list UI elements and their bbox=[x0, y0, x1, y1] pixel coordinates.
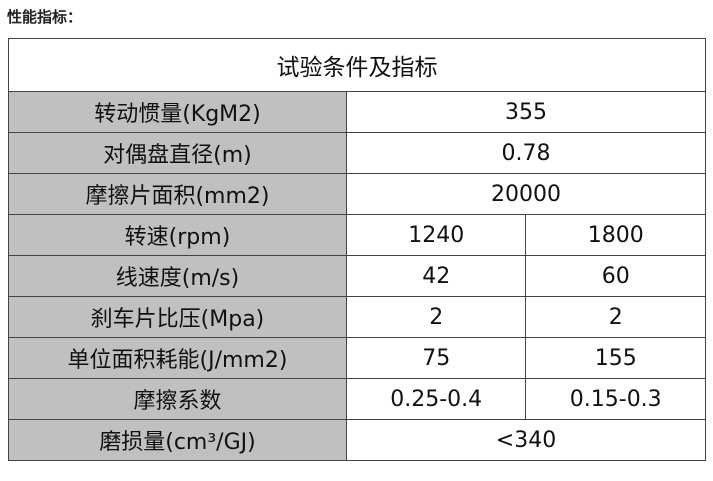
row-value: 2 bbox=[525, 296, 706, 338]
table-row: 摩擦系数 0.25-0.4 0.15-0.3 bbox=[8, 378, 706, 420]
row-value: <340 bbox=[345, 419, 707, 461]
row-value: 1240 bbox=[345, 214, 527, 256]
row-label: 刹车片比压(Mpa) bbox=[8, 296, 347, 338]
table-row: 对偶盘直径(m) 0.78 bbox=[8, 132, 707, 174]
row-label: 转动惯量(KgM2) bbox=[8, 91, 347, 133]
row-label: 摩擦系数 bbox=[8, 378, 347, 420]
table-row: 摩擦片面积(mm2) 20000 bbox=[8, 173, 707, 215]
row-value: 2 bbox=[345, 296, 527, 338]
row-value: 1800 bbox=[525, 214, 706, 256]
row-label: 线速度(m/s) bbox=[8, 255, 347, 297]
row-label: 对偶盘直径(m) bbox=[8, 132, 347, 174]
table-header-row: 试验条件及指标 bbox=[8, 38, 706, 92]
row-value: 42 bbox=[345, 255, 527, 297]
row-value: 75 bbox=[345, 337, 527, 379]
row-label: 单位面积耗能(J/mm2) bbox=[8, 337, 347, 379]
row-label: 磨损量(cm³/GJ) bbox=[8, 419, 347, 461]
row-value: 355 bbox=[345, 91, 707, 133]
table-row: 刹车片比压(Mpa) 2 2 bbox=[8, 296, 706, 338]
row-value: 20000 bbox=[345, 173, 707, 215]
table-row: 转速(rpm) 1240 1800 bbox=[8, 214, 706, 256]
row-label: 摩擦片面积(mm2) bbox=[8, 173, 347, 215]
table-row: 转动惯量(KgM2) 355 bbox=[8, 91, 707, 133]
table-title: 试验条件及指标 bbox=[8, 38, 706, 92]
table-row: 线速度(m/s) 42 60 bbox=[8, 255, 706, 297]
table-row: 磨损量(cm³/GJ) <340 bbox=[8, 419, 707, 461]
row-value: 0.25-0.4 bbox=[345, 378, 527, 420]
table-row: 单位面积耗能(J/mm2) 75 155 bbox=[8, 337, 706, 379]
row-value: 0.78 bbox=[345, 132, 707, 174]
row-label: 转速(rpm) bbox=[8, 214, 347, 256]
performance-table: 试验条件及指标 转动惯量(KgM2) 355 对偶盘直径(m) 0.78 摩擦片面积(m… bbox=[8, 38, 707, 461]
row-value: 0.15-0.3 bbox=[525, 378, 706, 420]
section-heading: 性能指标： bbox=[7, 8, 83, 26]
row-value: 60 bbox=[525, 255, 706, 297]
row-value: 155 bbox=[525, 337, 706, 379]
